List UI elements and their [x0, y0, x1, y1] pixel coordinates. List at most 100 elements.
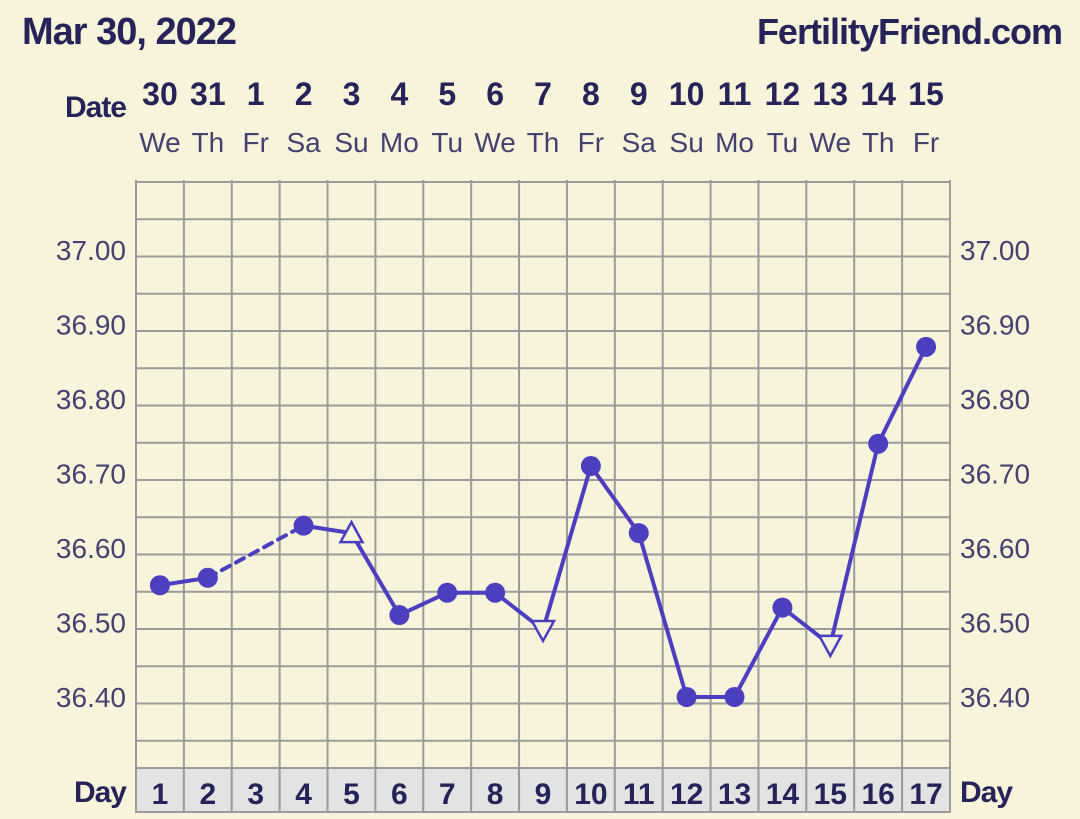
date-number: 4 — [390, 76, 408, 112]
y-tick-label-left: 36.60 — [56, 533, 126, 564]
weekday-label: Fr — [578, 127, 604, 158]
day-number: 6 — [391, 778, 408, 811]
day-cell — [518, 767, 568, 813]
weekday-label: Th — [527, 127, 560, 158]
y-tick-label-right: 36.90 — [960, 310, 1030, 341]
day-cell — [709, 767, 760, 813]
date-number: 30 — [142, 76, 178, 112]
data-point — [485, 582, 506, 603]
weekday-label: Tu — [431, 127, 463, 158]
open-triangle-up-point — [338, 519, 365, 544]
line-segment — [588, 464, 641, 536]
y-tick-label-left: 37.00 — [56, 235, 126, 266]
day-number: 1 — [152, 778, 169, 811]
date-number: 6 — [486, 76, 504, 112]
weekday-label: Mo — [715, 127, 754, 158]
data-point — [293, 515, 314, 536]
day-number: 10 — [574, 778, 607, 811]
date-number: 8 — [582, 76, 600, 112]
data-point — [772, 597, 793, 618]
data-point — [149, 575, 170, 596]
date-number: 3 — [343, 76, 361, 112]
day-cell — [326, 767, 377, 813]
grid-lines — [135, 180, 951, 768]
y-tick-label-right: 36.70 — [960, 459, 1030, 490]
line-segment — [349, 531, 402, 618]
data-point — [676, 687, 697, 707]
weekday-label: Fr — [242, 127, 268, 158]
data-point — [437, 582, 458, 603]
y-tick-label-right: 37.00 — [960, 235, 1030, 266]
line-segment — [876, 344, 929, 446]
day-cell — [422, 767, 473, 813]
data-point — [916, 336, 937, 357]
date-number: 14 — [860, 76, 896, 112]
date-number: 13 — [812, 76, 848, 112]
day-number: 11 — [623, 778, 655, 811]
date-number: 10 — [669, 76, 705, 112]
day-cell — [757, 767, 808, 813]
open-triangle-down-point — [817, 634, 844, 659]
day-cell — [374, 767, 425, 813]
day-cell — [661, 767, 712, 813]
day-cell — [182, 767, 233, 813]
day-cell — [565, 767, 616, 813]
data-point — [197, 567, 218, 588]
weekday-label: Th — [862, 127, 895, 158]
day-cell — [901, 767, 952, 813]
day-number: 13 — [718, 778, 751, 811]
open-triangle-down-point — [529, 619, 557, 644]
y-tick-label-left: 36.70 — [56, 459, 126, 490]
date-number: 2 — [295, 76, 313, 112]
date-number: 1 — [247, 76, 265, 112]
line-segment — [636, 531, 689, 699]
weekday-label: Mo — [380, 127, 419, 158]
weekday-label: Tu — [767, 127, 799, 158]
weekday-label: We — [474, 127, 516, 158]
day-cell — [613, 767, 664, 813]
day-number: 7 — [439, 778, 456, 811]
weekday-label: Th — [191, 127, 224, 158]
day-number: 16 — [861, 778, 894, 811]
weekday-label: We — [139, 127, 181, 158]
weekday-label: Su — [670, 127, 704, 158]
day-cell — [230, 767, 281, 813]
y-axis-left: 37.00 36.90 36.80 36.70 36.60 36.50 36.40 — [56, 235, 126, 713]
date-header-row: 30 We 31 Th 1 Fr 2 Sa 3 Su 4 Mo 5 Tu 6 We 7 Th 8 Fr 9 Sa 10 Su 1… — [139, 76, 944, 158]
day-number: 17 — [909, 778, 942, 811]
data-point — [868, 433, 889, 454]
weekday-label: Sa — [286, 127, 321, 158]
day-cell — [135, 767, 185, 813]
day-row-label-left: Day — [74, 776, 127, 809]
weekday-label: Fr — [913, 127, 939, 158]
y-tick-label-right: 36.50 — [960, 608, 1030, 639]
day-number: 14 — [766, 778, 800, 811]
y-tick-label-left: 36.50 — [56, 608, 126, 639]
date-number: 31 — [190, 76, 226, 112]
weekday-label: Sa — [622, 127, 657, 158]
y-tick-label-left: 36.80 — [56, 384, 126, 415]
data-point — [724, 687, 745, 707]
day-number: 2 — [199, 778, 216, 811]
y-axis-right: 37.00 36.90 36.80 36.70 36.60 36.50 36.40 — [960, 235, 1030, 713]
day-number: 15 — [814, 778, 847, 811]
temperature-line — [157, 344, 929, 699]
weekday-label: Su — [334, 127, 368, 158]
day-number: 9 — [535, 778, 552, 811]
date-number: 9 — [630, 76, 648, 112]
date-number: 12 — [765, 76, 801, 112]
data-point — [389, 605, 410, 626]
y-tick-label-right: 36.80 — [960, 384, 1030, 415]
y-tick-label-right: 36.60 — [960, 533, 1030, 564]
line-segment — [541, 464, 593, 632]
line-segment — [828, 441, 881, 647]
day-cell — [470, 767, 521, 813]
site-name[interactable]: FertilityFriend.com — [757, 11, 1063, 52]
date-number: 7 — [534, 76, 552, 112]
y-tick-label-left: 36.90 — [56, 310, 126, 341]
date-row-label: Date — [65, 91, 126, 124]
weekday-label: We — [810, 127, 852, 158]
day-number-row: 1 2 3 4 5 6 7 8 9 10 11 12 13 14 15 16 17 — [135, 767, 952, 813]
day-row-label-right: Day — [960, 776, 1013, 809]
